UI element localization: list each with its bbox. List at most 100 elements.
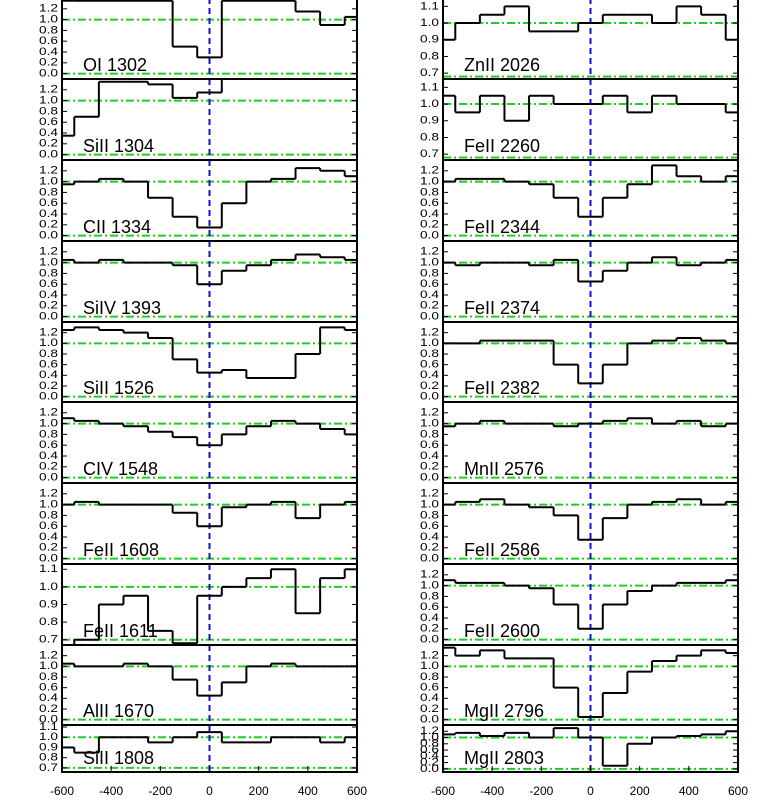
y-tick-label: 0.0 (39, 714, 58, 726)
y-tick-label: 0.4 (39, 46, 58, 58)
y-tick-label: 1.1 (39, 721, 58, 733)
x-tick-label: -200 (529, 784, 553, 798)
y-tick-label: 1.0 (39, 14, 58, 26)
y-tick-label: 0.6 (39, 439, 58, 451)
y-tick-label: 0.0 (39, 230, 58, 242)
line-label: OI 1302 (83, 55, 147, 75)
y-tick-label: 0.8 (420, 50, 439, 62)
line-label: ZnII 2026 (464, 55, 540, 75)
y-tick-label: 0.4 (39, 692, 58, 704)
y-tick-label: 0.9 (420, 115, 439, 127)
line-label: SiII 1808 (83, 748, 154, 768)
y-tick-label: 0.2 (39, 703, 58, 715)
y-tick-label: 0.8 (39, 752, 58, 764)
y-tick-label: 0.0 (420, 311, 439, 323)
y-tick-label: 0.0 (420, 763, 439, 775)
y-tick-label: 0.0 (39, 68, 58, 80)
y-tick-label: 0.2 (39, 380, 58, 392)
y-tick-label: 1.0 (420, 98, 439, 110)
panel (62, 241, 357, 322)
y-tick-label: 0.8 (39, 186, 58, 198)
y-tick-label: 0.4 (420, 750, 439, 762)
y-tick-label: 0.6 (420, 359, 439, 371)
y-tick-label: 0.2 (39, 542, 58, 554)
y-tick-label: 0.8 (420, 738, 439, 750)
y-tick-label: 1.0 (420, 660, 439, 672)
y-tick-label: 0.2 (39, 138, 58, 150)
y-tick-label: 0.0 (39, 391, 58, 403)
y-tick-label: 0.2 (420, 542, 439, 554)
y-tick-label: 0.8 (420, 590, 439, 602)
y-tick-label: 0.4 (420, 289, 439, 301)
y-tick-label: 0.4 (39, 450, 58, 462)
y-tick-label: 0.7 (39, 634, 58, 646)
y-tick-label: 0.8 (420, 348, 439, 360)
panel (443, 0, 738, 79)
x-tick-label: 600 (728, 784, 748, 798)
panel (62, 645, 357, 725)
x-tick-label: -200 (148, 784, 172, 798)
y-tick-label: 0.0 (420, 553, 439, 565)
y-tick-label: 0.8 (39, 348, 58, 360)
y-tick-label: 1.0 (420, 337, 439, 349)
y-tick-label: 0.2 (420, 219, 439, 231)
x-tick-label: 200 (630, 784, 650, 798)
panel (62, 483, 357, 564)
line-label: FeII 1611 (83, 621, 158, 641)
y-tick-label: 0.8 (39, 509, 58, 521)
y-tick-label: 1.0 (39, 731, 58, 743)
y-tick-label: 0.8 (420, 131, 439, 143)
y-tick-label: 1.2 (39, 246, 58, 258)
y-tick-label: 1.0 (39, 581, 58, 593)
y-tick-label: 0.0 (420, 634, 439, 646)
y-tick-label: 1.2 (420, 327, 439, 339)
y-tick-label: 0.2 (39, 300, 58, 312)
y-tick-label: 0.6 (420, 682, 439, 694)
y-tick-label: 0.2 (420, 461, 439, 473)
y-tick-label: 0.2 (420, 380, 439, 392)
x-tick-label: -600 (431, 784, 455, 798)
y-tick-label: 0.6 (420, 278, 439, 290)
y-tick-label: 1.2 (420, 165, 439, 177)
y-tick-label: 1.2 (420, 246, 439, 258)
y-tick-label: 0.2 (39, 219, 58, 231)
line-label: SiIV 1393 (83, 298, 161, 318)
y-tick-label: 1.2 (39, 650, 58, 662)
y-tick-label: 0.9 (39, 598, 58, 610)
x-tick-label: 400 (298, 784, 318, 798)
line-label: FeII 1608 (83, 540, 159, 560)
x-tick-label: -400 (480, 784, 504, 798)
y-tick-label: 0.6 (420, 520, 439, 532)
y-tick-label: 1.0 (420, 176, 439, 188)
panel (62, 322, 357, 402)
y-tick-label: 1.2 (420, 488, 439, 500)
panel (62, 160, 357, 241)
y-tick-label: 0.6 (39, 197, 58, 209)
y-tick-label: 1.2 (420, 407, 439, 419)
y-tick-label: 0.4 (420, 612, 439, 624)
y-tick-label: 0.6 (420, 744, 439, 756)
panel (62, 0, 357, 79)
line-label: AlII 1670 (83, 701, 154, 721)
y-tick-label: 0.0 (39, 311, 58, 323)
y-tick-label: 0.8 (420, 671, 439, 683)
y-tick-label: 0.6 (39, 682, 58, 694)
y-tick-label: 0.6 (39, 35, 58, 47)
y-tick-label: 0.0 (420, 391, 439, 403)
y-tick-label: 0.8 (39, 428, 58, 440)
y-tick-label: 0.4 (39, 289, 58, 301)
y-tick-label: 1.0 (39, 257, 58, 269)
line-label: FeII 2374 (464, 298, 540, 318)
line-label: FeII 2260 (464, 136, 540, 156)
y-tick-label: 1.1 (39, 563, 58, 575)
y-tick-label: 1.0 (420, 257, 439, 269)
line-label: SiII 1526 (83, 378, 154, 398)
line-label: CII 1334 (83, 217, 151, 237)
y-tick-label: 1.2 (420, 725, 439, 737)
line-label: SiII 1304 (83, 136, 154, 156)
panel (443, 241, 738, 322)
panel (62, 564, 357, 645)
y-tick-label: 0.4 (420, 369, 439, 381)
y-tick-label: 1.2 (39, 84, 58, 96)
y-tick-label: 1.2 (39, 407, 58, 419)
